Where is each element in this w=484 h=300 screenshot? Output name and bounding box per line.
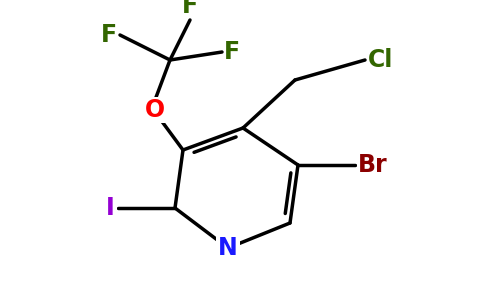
Text: I: I (106, 196, 115, 220)
Text: Cl: Cl (368, 48, 393, 72)
Text: F: F (224, 40, 240, 64)
Text: Br: Br (358, 153, 388, 177)
Text: N: N (218, 236, 238, 260)
Text: F: F (182, 0, 198, 18)
Text: O: O (145, 98, 165, 122)
Text: F: F (101, 23, 117, 47)
